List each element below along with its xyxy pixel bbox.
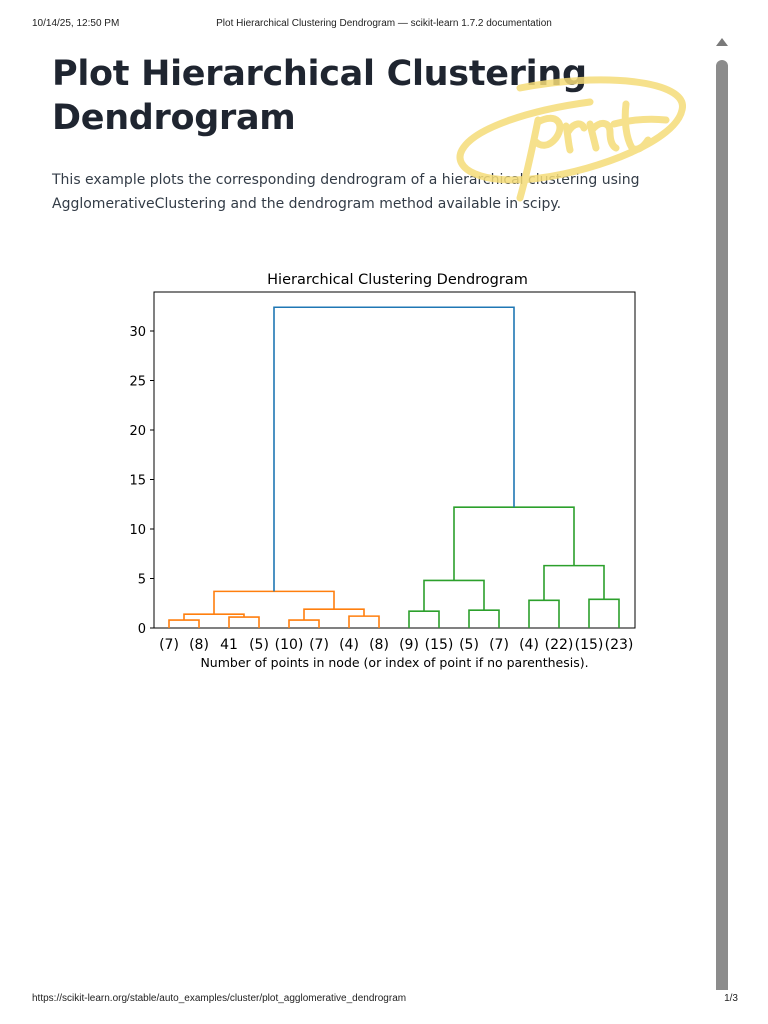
y-tick-label: 5 [138,573,146,588]
dendrogram-link [348,615,380,628]
leaf-label: (7) [309,637,329,653]
leaf-label: (8) [369,637,389,653]
dendrogram-link [453,506,575,581]
leaf-label: (7) [159,637,179,653]
leaf-label: (4) [519,637,539,653]
print-url: https://scikit-learn.org/stable/auto_exa… [32,993,407,1004]
leaf-label: (10) [275,637,304,653]
plot-area-frame [153,291,636,629]
dendrogram-link [168,619,200,628]
print-header: 10/14/25, 12:50 PM Plot Hierarchical Clu… [0,18,768,34]
dendrogram-link [213,590,335,615]
page-indicator: 1/3 [724,993,738,1004]
vertical-scrollbar[interactable] [715,38,729,990]
page-title: Plot Hierarchical Clustering Dendrogram [52,54,587,138]
dendrogram-link [423,579,485,612]
y-tick-label: 15 [129,474,146,489]
dendrogram-link [288,619,320,628]
dendrogram-link [468,609,500,628]
y-tick-label: 0 [138,622,146,637]
y-tick-label: 10 [129,523,146,538]
leaf-label: (8) [189,637,209,653]
dendrogram-link [528,599,560,628]
dendrogram-link [183,613,245,621]
leaf-label: (15) [575,637,604,653]
leaf-label: (4) [339,637,359,653]
leaf-label: (7) [489,637,509,653]
dendrogram-link [588,598,620,628]
dendrogram-link [303,608,365,621]
print-document-title: Plot Hierarchical Clustering Dendrogram … [216,18,552,29]
chart-title: Hierarchical Clustering Dendrogram [267,272,528,288]
y-tick-label: 25 [129,375,146,390]
leaf-label: (9) [399,637,419,653]
dendrogram-link [273,306,515,592]
leaf-label: (15) [425,637,454,653]
print-date-time: 10/14/25, 12:50 PM [32,18,120,29]
leaf-label: 41 [220,637,238,653]
leaf-label: (5) [249,637,269,653]
dendrogram-link [543,564,605,601]
scrollbar-thumb[interactable] [716,60,728,990]
y-tick-label: 30 [129,325,146,340]
dendrogram-link [228,616,260,628]
x-axis-label: Number of points in node (or index of po… [200,655,588,670]
leaf-label: (23) [605,637,634,653]
dendrogram-link [408,610,440,628]
leaf-label: (22) [545,637,574,653]
y-tick-label: 20 [129,424,146,439]
leaf-label: (5) [459,637,479,653]
scroll-up-arrow-icon[interactable] [716,38,728,46]
intro-paragraph: This example plots the corresponding den… [52,172,640,212]
